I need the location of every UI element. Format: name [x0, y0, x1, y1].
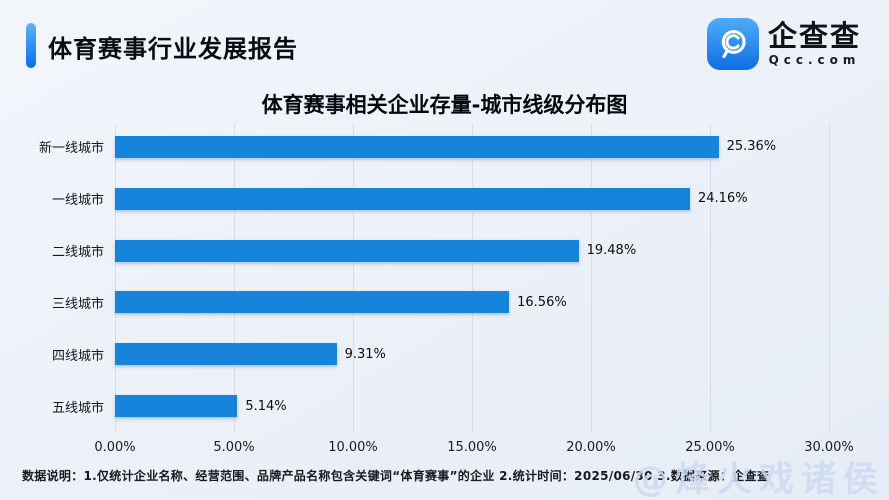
bar: [115, 395, 238, 418]
qcc-logo-icon: [706, 18, 759, 70]
plot-area: 新一线城市 25.36% 一线城市 24.16% 二线城市 19.48% 三线城市 16.56…: [39, 121, 830, 432]
category-label: 一线城市: [51, 193, 104, 209]
bar-value-label: 19.48%: [586, 243, 637, 259]
gridline: [353, 124, 354, 432]
gridline: [829, 124, 830, 432]
bar: [115, 291, 510, 314]
category-label: 四线城市: [51, 348, 104, 364]
bar-row: 新一线城市 25.36%: [39, 121, 829, 173]
x-tick-label: 25.00%: [685, 440, 735, 455]
bar-value-label: 5.14%: [245, 398, 287, 414]
x-axis: 0.00% 5.00% 10.00% 15.00% 20.00% 25.00% 30.00%: [94, 440, 853, 458]
bar-row: 三线城市 16.56%: [52, 276, 829, 328]
x-tick-label: 10.00%: [328, 440, 378, 455]
qcc-logo-text: 企查查 Qcc.com: [767, 18, 861, 68]
x-tick-label: 5.00%: [213, 440, 255, 455]
x-tick-label: 15.00%: [447, 440, 497, 455]
bar-value-label: 16.56%: [517, 294, 567, 310]
x-tick-label: 0.00%: [94, 440, 136, 455]
gridline: [591, 124, 592, 432]
chart-title: 体育赛事相关企业存量-城市线级分布图: [261, 93, 628, 117]
page-title: 体育赛事行业发展报告: [48, 35, 298, 63]
bar: [115, 187, 690, 210]
gridline: [115, 124, 116, 432]
category-label: 三线城市: [51, 296, 104, 312]
bar-row: 二线城市 19.48%: [52, 225, 829, 277]
bar-row: 一线城市 24.16%: [52, 173, 829, 225]
bar-value-label: 25.36%: [726, 139, 777, 155]
category-label: 二线城市: [51, 245, 104, 261]
magnifier-c-icon: [721, 29, 746, 59]
bar-value-label: 24.16%: [698, 191, 748, 207]
x-tick-label: 30.00%: [804, 440, 854, 455]
qcc-logo: 企查查 Qcc.com: [706, 18, 861, 70]
qcc-domain: Qcc.com: [768, 53, 861, 68]
title-accent-bar: [26, 23, 36, 68]
gridline: [710, 124, 711, 432]
qcc-brand-name: 企查查: [767, 18, 861, 53]
gridline: [234, 124, 235, 432]
bar: [115, 343, 337, 366]
x-tick-label: 20.00%: [566, 440, 616, 455]
bar-row: 四线城市 9.31%: [52, 328, 829, 380]
bar: [115, 135, 719, 158]
bars-container: 新一线城市 25.36% 一线城市 24.16% 二线城市 19.48% 三线城市 16.56…: [39, 121, 829, 432]
bar-row: 五线城市 5.14%: [52, 380, 829, 432]
category-label: 新一线城市: [38, 141, 104, 157]
gridline: [472, 124, 473, 432]
data-note: 数据说明：1.仅统计企业名称、经营范围、品牌产品名称包含关键词“体育赛事”的企业…: [22, 469, 770, 483]
category-label: 五线城市: [51, 400, 104, 416]
bar-value-label: 9.31%: [344, 346, 386, 362]
bar: [115, 239, 579, 262]
